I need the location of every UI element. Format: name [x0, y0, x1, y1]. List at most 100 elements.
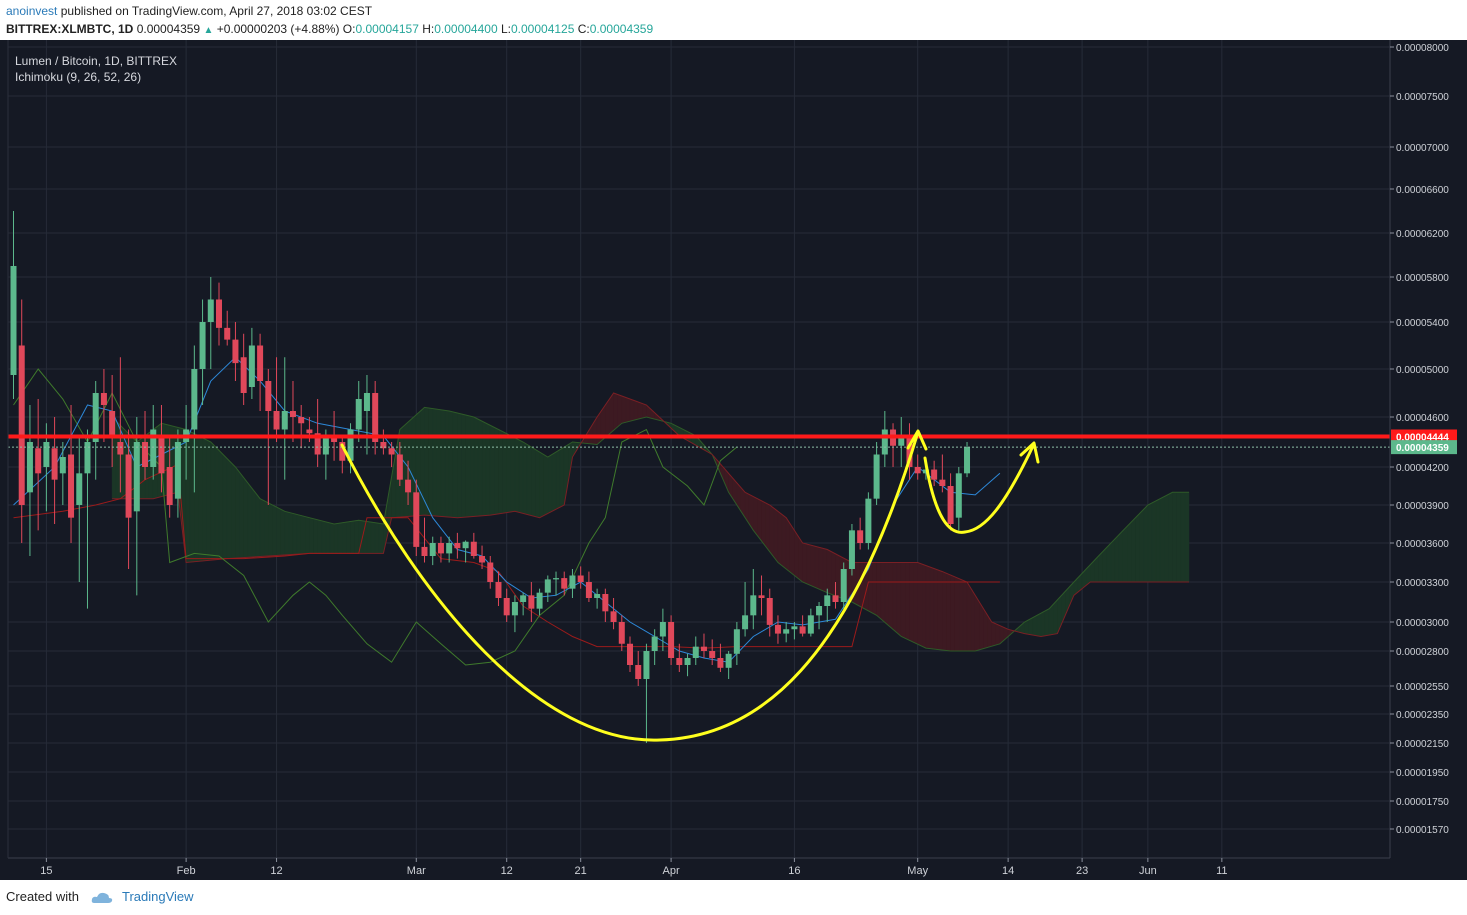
cloud-segment — [892, 562, 898, 634]
cloud-segment — [428, 407, 434, 517]
cloud-segment — [831, 551, 836, 597]
cloud-segment — [1028, 617, 1034, 636]
candle-body — [133, 442, 140, 512]
cloud-segment — [239, 471, 244, 559]
candle-body — [174, 442, 181, 499]
symbol-label: BITTREX:XLMBTC, 1D — [6, 22, 134, 36]
candle-body — [68, 454, 75, 518]
candle-body — [577, 575, 584, 582]
time-axis[interactable]: 15 Feb 12 Mar 12 21 Apr 16 May 14 23 Jun 11 — [0, 40, 1467, 880]
time-tick-label: 21 — [575, 865, 587, 877]
price-tick-label: 0.00003000 — [1396, 618, 1449, 629]
cloud-segment — [905, 562, 910, 641]
candle-body — [668, 622, 675, 658]
cloud-segment — [1098, 550, 1103, 583]
time-tick-label: 12 — [501, 865, 513, 877]
price-tick-label: 0.00006600 — [1396, 185, 1449, 196]
chart-title: Lumen / Bitcoin, 1D, BITTREX — [15, 54, 177, 68]
price-change: +0.00000203 (+4.88%) — [216, 22, 340, 36]
ohlc-low-label: L: — [500, 22, 511, 36]
candle-body — [931, 469, 938, 480]
candle-body — [840, 569, 847, 602]
cloud-segment — [506, 433, 512, 513]
candle-body — [117, 442, 124, 455]
candle-body — [216, 299, 222, 328]
price-chart[interactable]: 0.00008000 0.00007500 0.00007000 0.00006600… — [0, 40, 1467, 880]
cloud-segment — [970, 587, 976, 652]
candle-body — [372, 393, 379, 442]
tradingview-link[interactable]: TradingView — [122, 889, 194, 904]
candle-body — [898, 435, 905, 446]
cloud-segment — [247, 481, 253, 558]
price-tick-label: 0.00008000 — [1396, 43, 1449, 54]
cloud-segment — [555, 448, 561, 510]
cloud-segment — [494, 426, 499, 515]
candle-body — [462, 541, 469, 549]
cloud-segment — [444, 410, 450, 518]
cloud-segment — [954, 576, 960, 652]
cloud-segment — [526, 443, 532, 516]
ohlc-open-value: 0.00004157 — [355, 22, 419, 36]
candle-body — [224, 327, 231, 340]
candle-body — [298, 417, 305, 424]
footer: Created with TradingView — [6, 889, 194, 904]
cloud-segment — [226, 457, 232, 559]
candle-body — [807, 615, 814, 634]
time-tick-label: May — [907, 865, 928, 877]
cloud-segment — [962, 579, 968, 652]
price-label-box — [1391, 440, 1457, 455]
cloud-segment — [559, 446, 565, 508]
price-tick-label: 0.00001950 — [1396, 768, 1449, 779]
candle-body — [528, 595, 535, 609]
cloud-segment — [822, 548, 828, 594]
candle-body — [520, 595, 527, 602]
cloud-segment — [268, 502, 273, 557]
cloud-segment — [202, 437, 207, 562]
cloud-segment — [440, 409, 446, 518]
cloud-segment — [305, 516, 310, 554]
candle-body — [314, 433, 321, 455]
candle-body — [939, 479, 946, 486]
price-tick-label: 0.00005800 — [1396, 273, 1449, 284]
candle-body — [561, 578, 568, 589]
tradingview-logo-icon — [91, 892, 112, 903]
candle-body — [824, 595, 831, 606]
time-tick-label: Jun — [1139, 865, 1157, 877]
indicator-label[interactable]: Ichimoku (9, 26, 52, 26) — [15, 70, 141, 84]
cloud-segment — [942, 571, 947, 651]
cloud-segment — [284, 510, 290, 556]
cloud-segment — [436, 408, 442, 517]
candles[interactable] — [10, 211, 971, 743]
cloud-segment — [613, 392, 618, 431]
cloud-segment — [1122, 525, 1128, 583]
candle-body — [232, 339, 239, 364]
cloud-segment — [473, 416, 479, 517]
time-tick-label: 14 — [1002, 865, 1014, 877]
candle-body — [742, 615, 749, 630]
price-axis[interactable]: 0.00008000 0.00007500 0.00007000 0.00006600… — [1389, 40, 1467, 858]
cloud-segment — [461, 413, 466, 518]
price-tick-label: 0.00001570 — [1396, 825, 1449, 836]
price-levels — [8, 434, 1390, 448]
cloud-segment — [1048, 603, 1054, 636]
candle-body — [635, 665, 642, 679]
cloud-segment — [531, 446, 536, 517]
cloud-segment — [263, 500, 269, 557]
time-tick-label: 11 — [1216, 865, 1227, 877]
time-tick-label: Feb — [177, 865, 196, 877]
price-tick-label: 0.00001750 — [1396, 797, 1449, 808]
kijun-sen-line — [13, 463, 1000, 649]
cloud-segment — [296, 514, 302, 555]
cloud-segment — [469, 415, 475, 518]
candle-body — [158, 435, 165, 474]
candle-body — [955, 473, 962, 518]
author-link[interactable]: anoinvest — [6, 4, 58, 18]
cloud-segment — [259, 498, 265, 557]
up-arrow-icon: ▲ — [203, 25, 214, 36]
candle-body — [733, 629, 740, 654]
candle-body — [750, 595, 757, 616]
candle-body — [437, 543, 444, 554]
candle-body — [166, 467, 173, 505]
candle-body — [51, 448, 58, 480]
cloud-segment — [1176, 492, 1182, 583]
